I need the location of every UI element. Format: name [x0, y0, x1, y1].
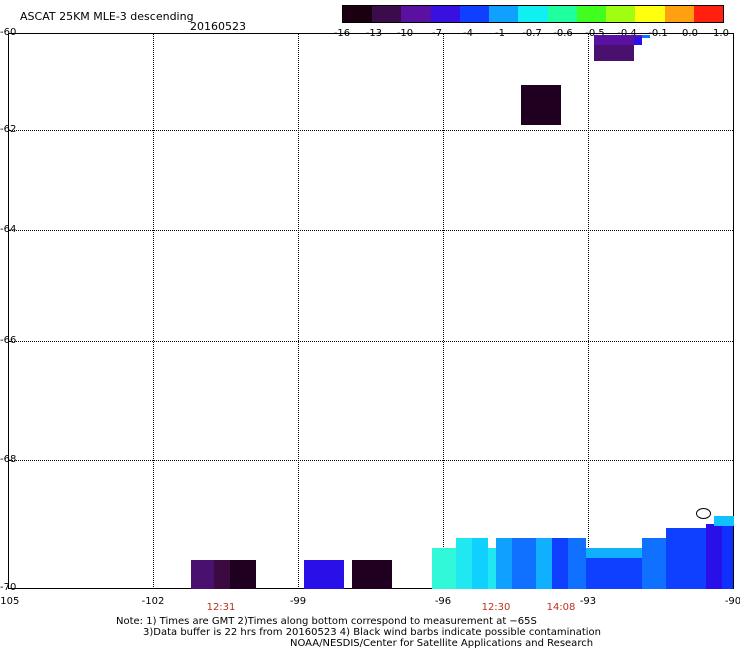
- scale-swatch: [401, 6, 431, 22]
- product-title: ASCAT 25KM MLE-3 descending: [20, 10, 194, 23]
- wind-cell: [521, 85, 561, 125]
- wind-cell: [586, 558, 642, 589]
- parallel-line: [9, 460, 733, 461]
- wind-cell: [594, 35, 642, 45]
- wind-cell: [496, 538, 512, 589]
- lat-label: -60: [0, 27, 17, 38]
- pass-time: 14:08: [546, 602, 576, 613]
- lat-label: -68: [0, 454, 17, 465]
- lon-label: -99: [289, 596, 307, 607]
- meridian-line: [298, 34, 299, 589]
- color-scale-bar: [342, 5, 724, 23]
- scale-swatch: [547, 6, 577, 22]
- parallel-line: [9, 230, 733, 231]
- wind-cell: [706, 524, 722, 589]
- parallel-line: [9, 341, 733, 342]
- lon-label: -102: [141, 596, 165, 607]
- lon-label: -96: [434, 596, 452, 607]
- wind-cell: [230, 560, 256, 589]
- lat-label: -62: [0, 124, 17, 135]
- pass-time: 12:30: [481, 602, 511, 613]
- scale-swatch: [372, 6, 402, 22]
- wind-cell: [722, 526, 733, 589]
- lon-label: -90: [724, 596, 740, 607]
- scale-swatch: [664, 6, 694, 22]
- plot-frame: [8, 33, 734, 589]
- wind-cell: [642, 35, 650, 38]
- meridian-line: [153, 34, 154, 589]
- wind-cell: [191, 560, 214, 589]
- wind-cell: [456, 538, 472, 589]
- scale-swatch: [430, 6, 460, 22]
- wind-cell: [552, 538, 568, 589]
- meridian-line: [588, 34, 589, 589]
- wind-cell: [352, 560, 392, 589]
- lat-label: -64: [0, 224, 17, 235]
- wind-cell: [714, 516, 734, 526]
- pass-time: 12:31: [206, 602, 236, 613]
- scale-swatch: [459, 6, 490, 22]
- lon-label: -105: [0, 596, 20, 607]
- wind-cell: [304, 560, 344, 589]
- product-date: 20160523: [190, 20, 246, 33]
- wind-cell: [512, 538, 536, 589]
- wind-cell: [472, 538, 488, 589]
- wind-cell: [666, 528, 706, 589]
- meridian-line: [443, 34, 444, 589]
- note-line-2: 3)Data buffer is 22 hrs from 20160523 4)…: [143, 627, 601, 638]
- wind-cell: [642, 538, 666, 589]
- wind-cell: [214, 560, 230, 589]
- wind-cell: [536, 538, 552, 589]
- land-contour: [696, 508, 711, 519]
- lon-label: -93: [579, 596, 597, 607]
- scale-swatch: [606, 6, 636, 22]
- scale-swatch: [635, 6, 665, 22]
- wind-cell: [634, 37, 642, 45]
- scale-swatch: [489, 6, 519, 22]
- note-line-3: NOAA/NESDIS/Center for Satellite Applica…: [290, 638, 594, 649]
- note-line-1: Note: 1) Times are GMT 2)Times along bot…: [116, 616, 537, 627]
- lat-label: -70: [0, 582, 17, 593]
- parallel-line: [9, 130, 733, 131]
- wind-cell: [568, 538, 586, 589]
- lat-label: -66: [0, 335, 17, 346]
- wind-cell: [432, 548, 456, 589]
- scale-swatch: [343, 6, 373, 22]
- wind-cell: [488, 548, 496, 589]
- scale-swatch: [693, 6, 724, 22]
- scale-swatch: [518, 6, 548, 22]
- scale-swatch: [576, 6, 607, 22]
